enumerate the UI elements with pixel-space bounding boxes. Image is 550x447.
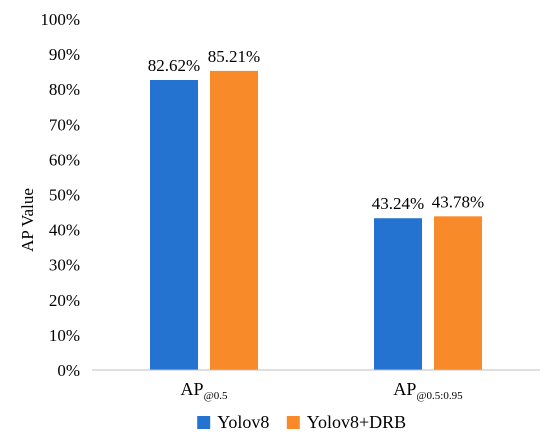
legend-swatch — [286, 416, 300, 429]
data-label: 82.62% — [148, 56, 200, 75]
data-labels: 82.62% 43.24% 85.21% 43.78% — [148, 47, 484, 213]
y-tick-label: 100% — [40, 10, 80, 29]
y-axis-ticks: 0% 10% 20% 30% 40% 50% 60% 70% 80% 90% 100% — [40, 10, 80, 380]
bar — [150, 80, 198, 371]
y-tick-label: 90% — [49, 45, 80, 64]
bar — [374, 218, 422, 370]
y-tick-label: 40% — [49, 221, 80, 240]
bars — [150, 70, 482, 371]
x-category-label: AP@0.5 — [181, 379, 228, 402]
y-tick-label: 20% — [49, 291, 80, 310]
legend: Yolov8 Yolov8+DRB — [197, 412, 406, 432]
x-category-label: AP@0.5:0.95 — [393, 379, 463, 402]
category-labels: AP@0.5 AP@0.5:0.95 — [181, 379, 464, 402]
legend-swatch — [197, 416, 211, 429]
y-axis-title: AP Value — [18, 188, 37, 252]
y-tick-label: 0% — [57, 361, 80, 380]
data-label: 85.21% — [208, 47, 260, 66]
y-tick-label: 80% — [49, 80, 80, 99]
y-tick-label: 60% — [49, 150, 80, 169]
bar — [434, 216, 482, 370]
y-tick-label: 30% — [49, 256, 80, 275]
y-tick-label: 50% — [49, 186, 80, 205]
legend-label: Yolov8 — [217, 412, 269, 432]
bar — [210, 70, 258, 370]
y-tick-label: 10% — [49, 326, 80, 345]
data-label: 43.78% — [432, 192, 484, 211]
legend-label: Yolov8+DRB — [307, 412, 406, 432]
data-label: 43.24% — [372, 194, 424, 213]
y-tick-label: 70% — [49, 115, 80, 134]
